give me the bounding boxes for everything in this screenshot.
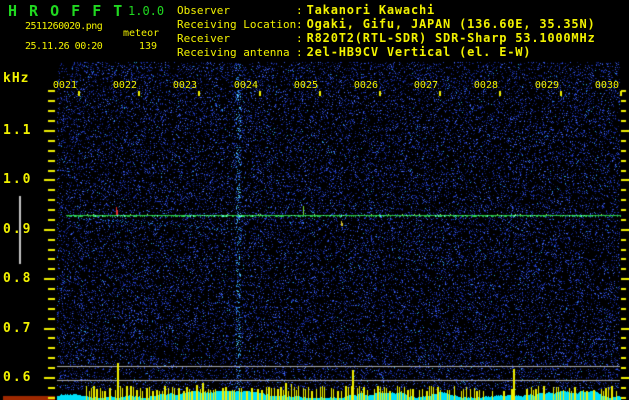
output-filename: 2511260020.png bbox=[25, 21, 103, 32]
info-value: Ogaki, Gifu, JAPAN (136.60E, 35.35N) bbox=[306, 17, 596, 31]
freq-tick-label: 0.9 bbox=[3, 222, 33, 237]
freq-tick-label: 0.7 bbox=[3, 321, 33, 336]
info-value: Takanori Kawachi bbox=[306, 3, 436, 17]
time-tick-label: 0024 bbox=[233, 80, 258, 91]
app-version: 1.0.0 bbox=[128, 4, 165, 18]
time-tick-label: 0025 bbox=[293, 80, 318, 91]
info-separator: : bbox=[296, 46, 303, 59]
info-separator: : bbox=[296, 18, 303, 31]
time-tick-label: 0028 bbox=[473, 80, 498, 91]
info-row: Receiving Location: Ogaki, Gifu, JAPAN (1… bbox=[177, 17, 596, 31]
info-separator: : bbox=[296, 4, 303, 17]
echo-count: 139 bbox=[138, 41, 157, 52]
info-row: Receiving antenna:2el-HB9CV Vertical (el… bbox=[177, 45, 531, 59]
time-tick-label: 0022 bbox=[112, 80, 137, 91]
info-row: Receiver: R820T2(RTL-SDR) SDR-Sharp 53.10… bbox=[177, 31, 596, 45]
app-title: H R O F F T bbox=[8, 2, 124, 20]
freq-tick-label: 1.0 bbox=[3, 172, 33, 187]
info-label: Receiving Location bbox=[177, 18, 297, 31]
info-row: Observer: Takanori Kawachi bbox=[177, 3, 435, 17]
timestamp: 25.11.26 00:20 bbox=[25, 41, 103, 52]
time-tick-label: 0021 bbox=[52, 80, 77, 91]
freq-tick-label: 0.6 bbox=[3, 370, 33, 385]
time-tick-label: 0027 bbox=[413, 80, 438, 91]
time-tick-label: 0023 bbox=[172, 80, 197, 91]
freq-tick-label: 0.8 bbox=[3, 271, 33, 286]
freq-axis-unit-label: kHz bbox=[3, 71, 30, 86]
info-label: Receiving antenna bbox=[177, 46, 290, 59]
freq-tick-label: 1.1 bbox=[3, 123, 33, 138]
mode-label: meteor bbox=[123, 28, 160, 39]
info-value: 2el-HB9CV Vertical (el. E-W) bbox=[306, 45, 532, 59]
info-label: Receiver bbox=[177, 32, 230, 45]
time-tick-label: 0029 bbox=[534, 80, 559, 91]
info-separator: : bbox=[296, 32, 303, 45]
info-label: Observer bbox=[177, 4, 230, 17]
time-tick-label: 0030 bbox=[594, 80, 619, 91]
info-value: R820T2(RTL-SDR) SDR-Sharp 53.1000MHz bbox=[306, 31, 596, 45]
time-tick-label: 0026 bbox=[353, 80, 378, 91]
